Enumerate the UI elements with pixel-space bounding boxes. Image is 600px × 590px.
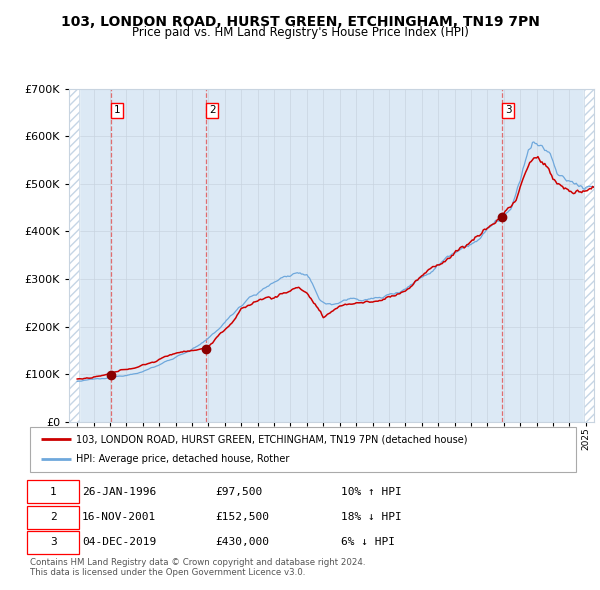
Text: Price paid vs. HM Land Registry's House Price Index (HPI): Price paid vs. HM Land Registry's House …: [131, 26, 469, 39]
Text: 18% ↓ HPI: 18% ↓ HPI: [341, 512, 402, 522]
Text: £430,000: £430,000: [215, 537, 269, 548]
Text: HPI: Average price, detached house, Rother: HPI: Average price, detached house, Roth…: [76, 454, 290, 464]
Text: 10% ↑ HPI: 10% ↑ HPI: [341, 487, 402, 497]
Text: 2: 2: [50, 512, 56, 522]
FancyBboxPatch shape: [27, 480, 79, 503]
Text: Contains HM Land Registry data © Crown copyright and database right 2024.
This d: Contains HM Land Registry data © Crown c…: [30, 558, 365, 577]
FancyBboxPatch shape: [27, 531, 79, 554]
Text: £152,500: £152,500: [215, 512, 269, 522]
Text: 6% ↓ HPI: 6% ↓ HPI: [341, 537, 395, 548]
FancyBboxPatch shape: [27, 506, 79, 529]
Text: 1: 1: [50, 487, 56, 497]
Text: 2: 2: [209, 105, 215, 115]
Text: 26-JAN-1996: 26-JAN-1996: [82, 487, 156, 497]
Text: £97,500: £97,500: [215, 487, 263, 497]
Text: 103, LONDON ROAD, HURST GREEN, ETCHINGHAM, TN19 7PN (detached house): 103, LONDON ROAD, HURST GREEN, ETCHINGHA…: [76, 434, 468, 444]
Text: 16-NOV-2001: 16-NOV-2001: [82, 512, 156, 522]
Text: 3: 3: [50, 537, 56, 548]
Text: 04-DEC-2019: 04-DEC-2019: [82, 537, 156, 548]
Text: 3: 3: [505, 105, 512, 115]
Text: 103, LONDON ROAD, HURST GREEN, ETCHINGHAM, TN19 7PN: 103, LONDON ROAD, HURST GREEN, ETCHINGHA…: [61, 15, 539, 30]
Text: 1: 1: [113, 105, 120, 115]
